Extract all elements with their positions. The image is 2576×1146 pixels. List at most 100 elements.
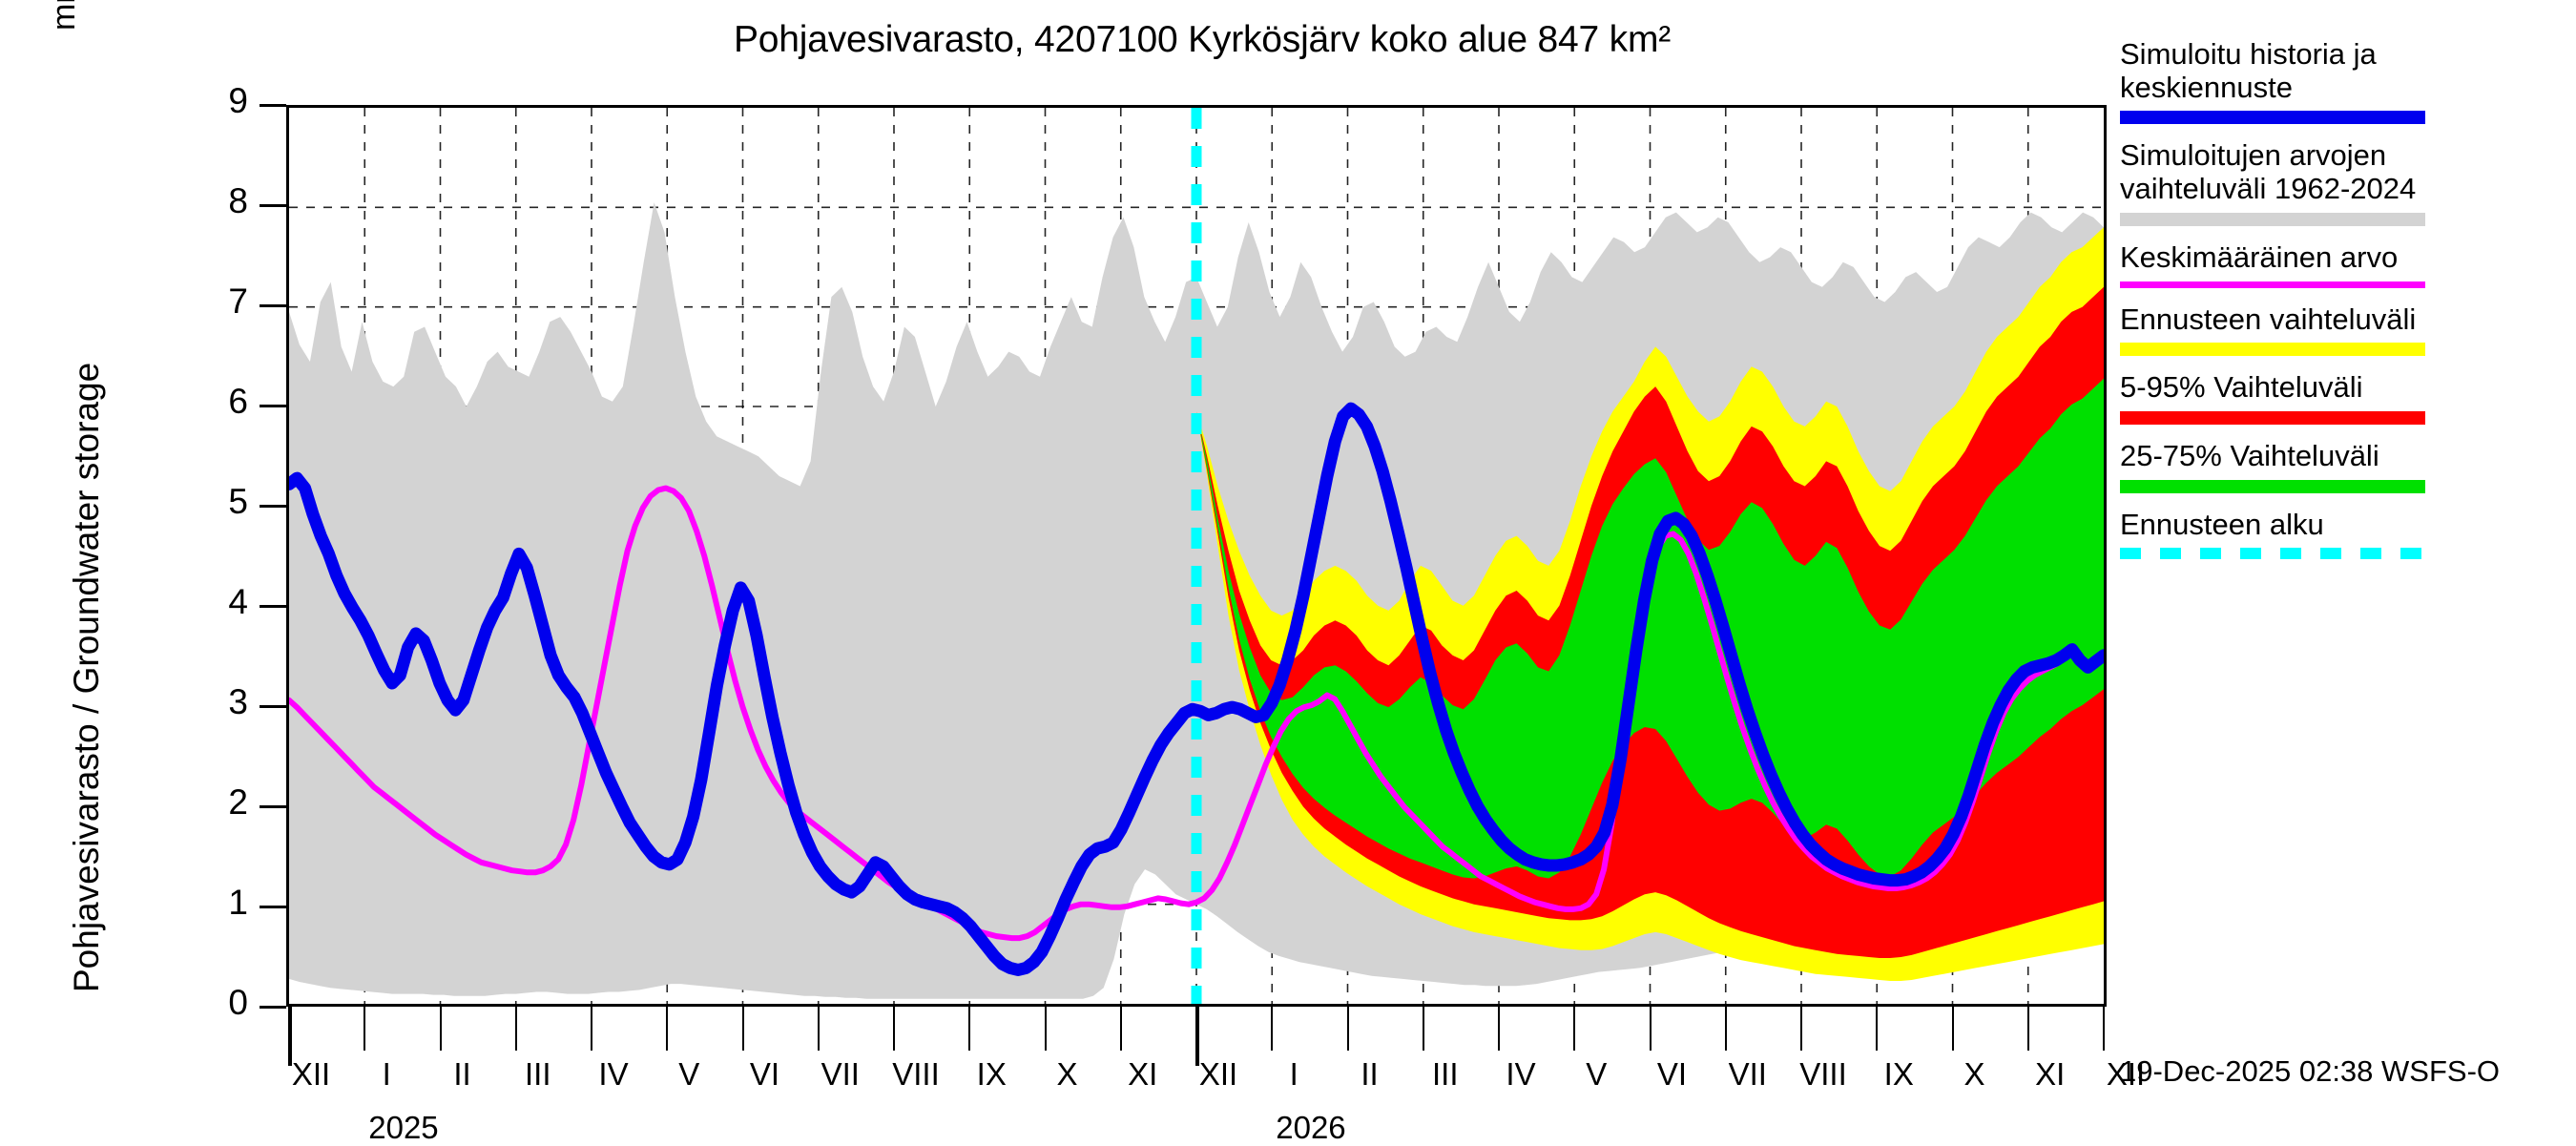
legend-swatch <box>2120 548 2425 560</box>
page-title: Pohjavesivarasto, 4207100 Kyrkösjärv kok… <box>733 19 1672 60</box>
legend-entry: Ennusteen vaihteluväli <box>2120 302 2568 357</box>
x-tick-mark <box>893 1007 895 1051</box>
x-tick-mark <box>364 1007 366 1051</box>
legend-label: Ennusteen alku <box>2120 507 2324 541</box>
x-tick-mark <box>1573 1007 1576 1051</box>
y-tick-label: 7 <box>228 281 248 321</box>
y-tick-mark <box>260 204 286 207</box>
x-year-label: 2025 <box>368 1110 439 1145</box>
x-tick-mark <box>741 1007 744 1051</box>
legend-swatch <box>2120 212 2425 226</box>
x-tick-label: I <box>1289 1056 1298 1092</box>
legend: Simuloitu historia ja keskiennuste Simulo… <box>2120 37 2568 574</box>
x-tick-label: XI <box>1128 1056 1158 1092</box>
legend-entry: Simuloitu historia ja keskiennuste <box>2120 37 2568 125</box>
x-tick-mark <box>1724 1007 1727 1051</box>
legend-swatch <box>2120 281 2425 288</box>
y-tick-label: 9 <box>228 81 248 120</box>
x-tick-mark <box>591 1007 592 1051</box>
x-tick-label: IX <box>1883 1056 1914 1092</box>
legend-entry: Simuloitujen arvojen vaihteluväli 1962-2… <box>2120 138 2568 226</box>
y-tick-mark <box>260 1006 286 1009</box>
plot-svg <box>289 108 2104 1004</box>
x-tick-mark <box>439 1007 442 1051</box>
y-tick-label: 2 <box>228 782 248 822</box>
x-tick-mark <box>666 1007 669 1051</box>
x-tick-label: VII <box>1728 1056 1767 1092</box>
legend-swatch <box>2120 411 2425 426</box>
x-tick-label: XII <box>291 1056 331 1092</box>
x-tick-mark <box>2026 1007 2029 1051</box>
x-tick-label: I <box>382 1056 391 1092</box>
y-tick-mark <box>260 505 286 508</box>
x-tick-mark <box>1195 1007 1199 1066</box>
legend-label: Ennusteen vaihteluväli <box>2120 302 2417 336</box>
x-tick-mark <box>1498 1007 1500 1051</box>
legend-label: Simuloitujen arvojen vaihteluväli 1962-2… <box>2120 138 2417 206</box>
x-tick-mark <box>514 1007 517 1051</box>
x-year-label: 2026 <box>1276 1110 1346 1145</box>
x-tick-mark <box>2103 1007 2105 1051</box>
legend-entry: Ennusteen alku <box>2120 507 2568 560</box>
y-tick-mark <box>260 104 286 107</box>
legend-swatch <box>2120 343 2425 357</box>
x-tick-mark <box>288 1007 292 1066</box>
legend-label: Simuloitu historia ja keskiennuste <box>2120 37 2377 104</box>
y-tick-mark <box>260 405 286 407</box>
y-tick-label: 3 <box>228 682 248 721</box>
x-tick-label: XII <box>2106 1056 2146 1092</box>
x-tick-mark <box>1422 1007 1424 1051</box>
y-tick-label: 0 <box>228 983 248 1022</box>
x-tick-label: VIII <box>1799 1056 1847 1092</box>
legend-entry: 25-75% Vaihteluväli <box>2120 439 2568 493</box>
legend-entry: 5-95% Vaihteluväli <box>2120 370 2568 426</box>
legend-label: 25-75% Vaihteluväli <box>2120 439 2379 473</box>
x-tick-label: VIII <box>892 1056 940 1092</box>
x-tick-label: V <box>1586 1056 1608 1092</box>
x-tick-label: XI <box>2035 1056 2066 1092</box>
x-tick-label: VII <box>821 1056 860 1092</box>
x-tick-label: II <box>453 1056 471 1092</box>
x-tick-mark <box>1044 1007 1047 1051</box>
y-tick-label: 5 <box>228 482 248 521</box>
x-tick-mark <box>1876 1007 1879 1051</box>
x-tick-mark <box>817 1007 820 1051</box>
x-tick-mark <box>968 1007 971 1051</box>
legend-swatch <box>2120 111 2425 125</box>
x-tick-label: X <box>1963 1056 1985 1092</box>
y-tick-label: 4 <box>228 582 248 621</box>
x-tick-label: V <box>678 1056 700 1092</box>
legend-entry: Keskimääräinen arvo <box>2120 240 2568 288</box>
y-tick-mark <box>260 605 286 608</box>
x-tick-mark <box>1119 1007 1122 1051</box>
x-tick-mark <box>1271 1007 1274 1051</box>
plot-area <box>286 105 2107 1007</box>
y-tick-label: 8 <box>228 181 248 220</box>
timestamp-label: 19-Dec-2025 02:38 WSFS-O <box>2120 1054 2501 1088</box>
x-tick-label: XII <box>1198 1056 1238 1092</box>
x-tick-label: IX <box>976 1056 1007 1092</box>
y-tick-mark <box>260 304 286 307</box>
y-tick-label: 1 <box>228 883 248 922</box>
legend-swatch <box>2120 479 2425 493</box>
x-tick-label: X <box>1056 1056 1078 1092</box>
x-tick-label: VI <box>749 1056 780 1092</box>
x-tick-mark <box>1951 1007 1954 1051</box>
y-tick-label: 6 <box>228 382 248 421</box>
x-tick-mark <box>1800 1007 1802 1051</box>
y-tick-mark <box>260 906 286 908</box>
legend-label: 5-95% Vaihteluväli <box>2120 370 2363 405</box>
x-tick-label: II <box>1361 1056 1379 1092</box>
y-tick-mark <box>260 805 286 808</box>
x-tick-label: III <box>524 1056 551 1092</box>
y-axis-unit-label: mm <box>46 0 82 31</box>
legend-label: Keskimääräinen arvo <box>2120 240 2399 274</box>
x-tick-mark <box>1346 1007 1349 1051</box>
y-axis-title: Pohjavesivarasto / Groundwater storage <box>67 362 106 992</box>
x-tick-label: III <box>1431 1056 1459 1092</box>
x-tick-mark <box>1649 1007 1652 1051</box>
x-tick-label: IV <box>598 1056 629 1092</box>
x-tick-label: VI <box>1656 1056 1688 1092</box>
y-tick-mark <box>260 705 286 708</box>
